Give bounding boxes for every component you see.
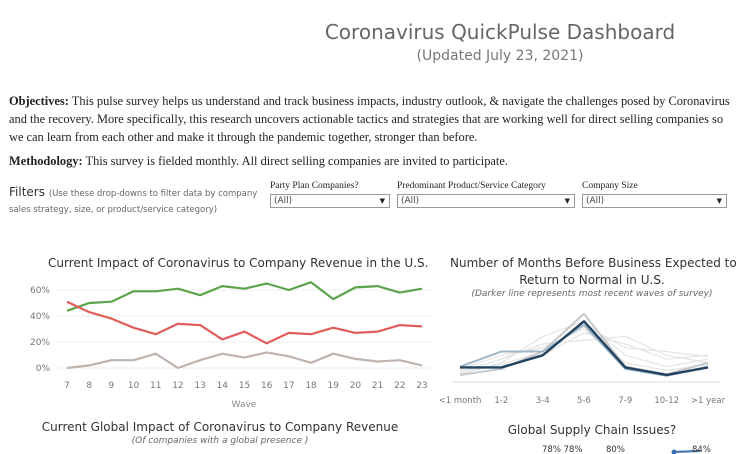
party-plan-dropdown[interactable]: (All) ▼ [270, 194, 390, 208]
x-tick-label: 18 [305, 381, 317, 391]
x-tick-label: 13 [194, 381, 205, 391]
series-line-recent [460, 320, 709, 377]
product-category-dropdown[interactable]: (All) ▼ [397, 194, 575, 208]
y-tick-label: 60% [30, 286, 50, 296]
months-chart-title-line2: Return to Normal in U.S. [450, 273, 734, 287]
y-tick-label: 20% [30, 338, 50, 348]
x-tick-label: 19 [328, 381, 340, 391]
series-line-green [66, 281, 423, 312]
months-chart-note: (Darker line represents most recent wave… [471, 289, 713, 299]
months-chart: <1 month 1-2 3-4 5-6 7-9 10-12 >1 year [440, 312, 726, 406]
x-tick-label: <1 month [440, 396, 481, 406]
x-tick-label: 14 [217, 381, 229, 391]
months-chart-title-line1: Number of Months Before Business Expecte… [450, 256, 736, 270]
objectives-label: Objectives: [9, 94, 69, 108]
series-line-red [66, 300, 423, 345]
us-revenue-chart: 60% 40% 20% 0% 7 8 9 10 11 12 13 14 15 16 17 18 19 20 21 2… [30, 281, 430, 410]
company-size-dropdown[interactable]: (All) ▼ [582, 194, 727, 208]
x-tick-label: 20 [350, 381, 362, 391]
global-revenue-chart-subtitle: (Of companies with a global presence ) [131, 436, 309, 446]
global-revenue-chart-title: Current Global Impact of Coronavirus to … [41, 420, 399, 434]
x-tick-label: 9 [109, 381, 115, 391]
methodology-body: This survey is fielded monthly. All dire… [82, 154, 508, 168]
x-tick-label: 10 [128, 381, 140, 391]
x-tick-label: 16 [261, 381, 273, 391]
filters-hint: (Use these drop-downs to filter data by … [9, 189, 258, 215]
y-tick-label: 0% [36, 364, 51, 374]
supply-chain-chart: 78% 78% 80% 84% [542, 445, 711, 454]
data-label: 84% [692, 445, 711, 454]
company-size-value: (All) [586, 196, 605, 206]
us-revenue-chart-title: Current Impact of Coronavirus to Company… [48, 256, 429, 270]
product-category-label: Predominant Product/Service Category [397, 181, 546, 191]
x-tick-label: 3-4 [536, 396, 550, 406]
chevron-down-icon: ▼ [564, 197, 570, 205]
x-tick-label: 5-6 [577, 396, 591, 406]
methodology-label: Methodology: [9, 154, 83, 168]
x-tick-label: 23 [416, 381, 427, 391]
x-tick-label: 21 [372, 381, 383, 391]
x-tick-label: 1-2 [494, 396, 508, 406]
x-tick-label: 22 [394, 381, 405, 391]
party-plan-value: (All) [274, 196, 293, 206]
series-line-background-2 [459, 335, 709, 373]
x-tick-label: 10-12 [654, 396, 679, 406]
series-line-background-4 [459, 328, 709, 372]
filters-label: Filters [9, 185, 45, 199]
objectives-body: This pulse survey helps us understand an… [9, 94, 730, 144]
x-tick-label: 7 [64, 381, 70, 391]
months-chart-title-text: Return to Normal in U.S. [519, 273, 665, 287]
product-category-value: (All) [401, 196, 420, 206]
x-tick-label: >1 year [691, 396, 726, 406]
x-tick-label: 17 [283, 381, 294, 391]
page-subtitle: (Updated July 23, 2021) [416, 48, 584, 64]
page-title: Coronavirus QuickPulse Dashboard [324, 20, 676, 44]
x-tick-label: 8 [86, 381, 92, 391]
supply-chain-chart-title: Global Supply Chain Issues? [507, 423, 677, 437]
y-tick-label: 40% [30, 312, 50, 322]
chevron-down-icon: ▼ [716, 197, 722, 205]
filters-section: Filters (Use these drop-downs to filter … [9, 185, 259, 217]
x-tick-label: 11 [150, 381, 161, 391]
x-tick-label: 15 [239, 381, 250, 391]
chevron-down-icon: ▼ [379, 197, 385, 205]
data-point [671, 449, 677, 454]
data-label: 80% [606, 445, 625, 454]
methodology-text: Methodology: This survey is fielded mont… [9, 152, 731, 170]
x-axis-label: Wave [232, 400, 257, 410]
series-line [671, 450, 701, 453]
x-tick-label: 7-9 [618, 396, 632, 406]
party-plan-label: Party Plan Companies? [270, 181, 359, 191]
company-size-label: Company Size [582, 181, 638, 191]
objectives-text: Objectives: This pulse survey helps us u… [9, 92, 731, 146]
series-line-gray [66, 351, 423, 370]
x-tick-label: 12 [172, 381, 183, 391]
data-label: 78% 78% [542, 445, 583, 454]
